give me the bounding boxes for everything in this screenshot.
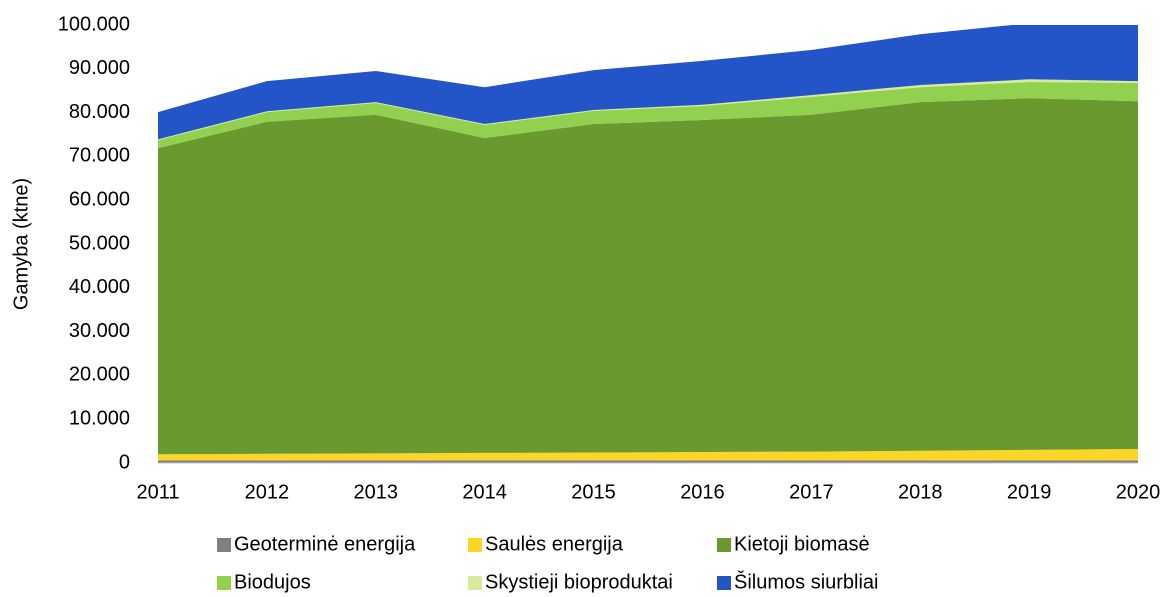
y-tick-label: 50.000 bbox=[69, 232, 130, 254]
area bbox=[158, 448, 1138, 461]
x-tick-label: 2014 bbox=[462, 481, 507, 503]
area bbox=[158, 460, 1138, 463]
y-axis-label: Gamyba (ktne) bbox=[10, 178, 32, 310]
legend-swatch bbox=[217, 538, 231, 552]
x-tick-label: 2011 bbox=[136, 481, 179, 503]
legend-label: Geoterminė energija bbox=[234, 533, 416, 555]
legend-label: Skystieji bioproduktai bbox=[485, 571, 673, 593]
legend-swatch bbox=[717, 538, 731, 552]
y-tick-label: 90.000 bbox=[69, 57, 130, 79]
y-tick-label: 20.000 bbox=[69, 364, 130, 386]
legend-swatch bbox=[468, 538, 482, 552]
x-tick-label: 2016 bbox=[680, 481, 725, 503]
x-tick-label: 2015 bbox=[571, 481, 616, 503]
x-tick-label: 2019 bbox=[1007, 481, 1052, 503]
legend-label: Šilumos siurbliai bbox=[734, 570, 879, 593]
plot-area bbox=[158, 25, 1138, 463]
legend-label: Saulės energija bbox=[485, 533, 624, 555]
legend-label: Biodujos bbox=[234, 571, 311, 593]
x-tick-label: 2018 bbox=[898, 481, 943, 503]
y-tick-label: 30.000 bbox=[69, 320, 130, 342]
area bbox=[158, 81, 1138, 149]
y-tick-label: 40.000 bbox=[69, 276, 130, 298]
area bbox=[158, 25, 1138, 140]
y-tick-label: 10.000 bbox=[69, 407, 130, 429]
y-tick-label: 70.000 bbox=[69, 145, 130, 167]
y-tick-label: 80.000 bbox=[69, 101, 130, 123]
y-tick-label: 60.000 bbox=[69, 188, 130, 210]
area bbox=[158, 98, 1138, 455]
y-tick-label: 0 bbox=[119, 451, 130, 473]
y-tick-label: 100.000 bbox=[58, 13, 130, 35]
legend-label: Kietoji biomasė bbox=[734, 533, 870, 555]
legend-swatch bbox=[468, 576, 482, 590]
legend-swatch bbox=[717, 576, 731, 590]
x-tick-label: 2017 bbox=[789, 481, 834, 503]
x-tick-label: 2020 bbox=[1116, 481, 1161, 503]
x-tick-label: 2013 bbox=[354, 481, 399, 503]
legend-swatch bbox=[217, 576, 231, 590]
x-tick-label: 2012 bbox=[245, 481, 290, 503]
